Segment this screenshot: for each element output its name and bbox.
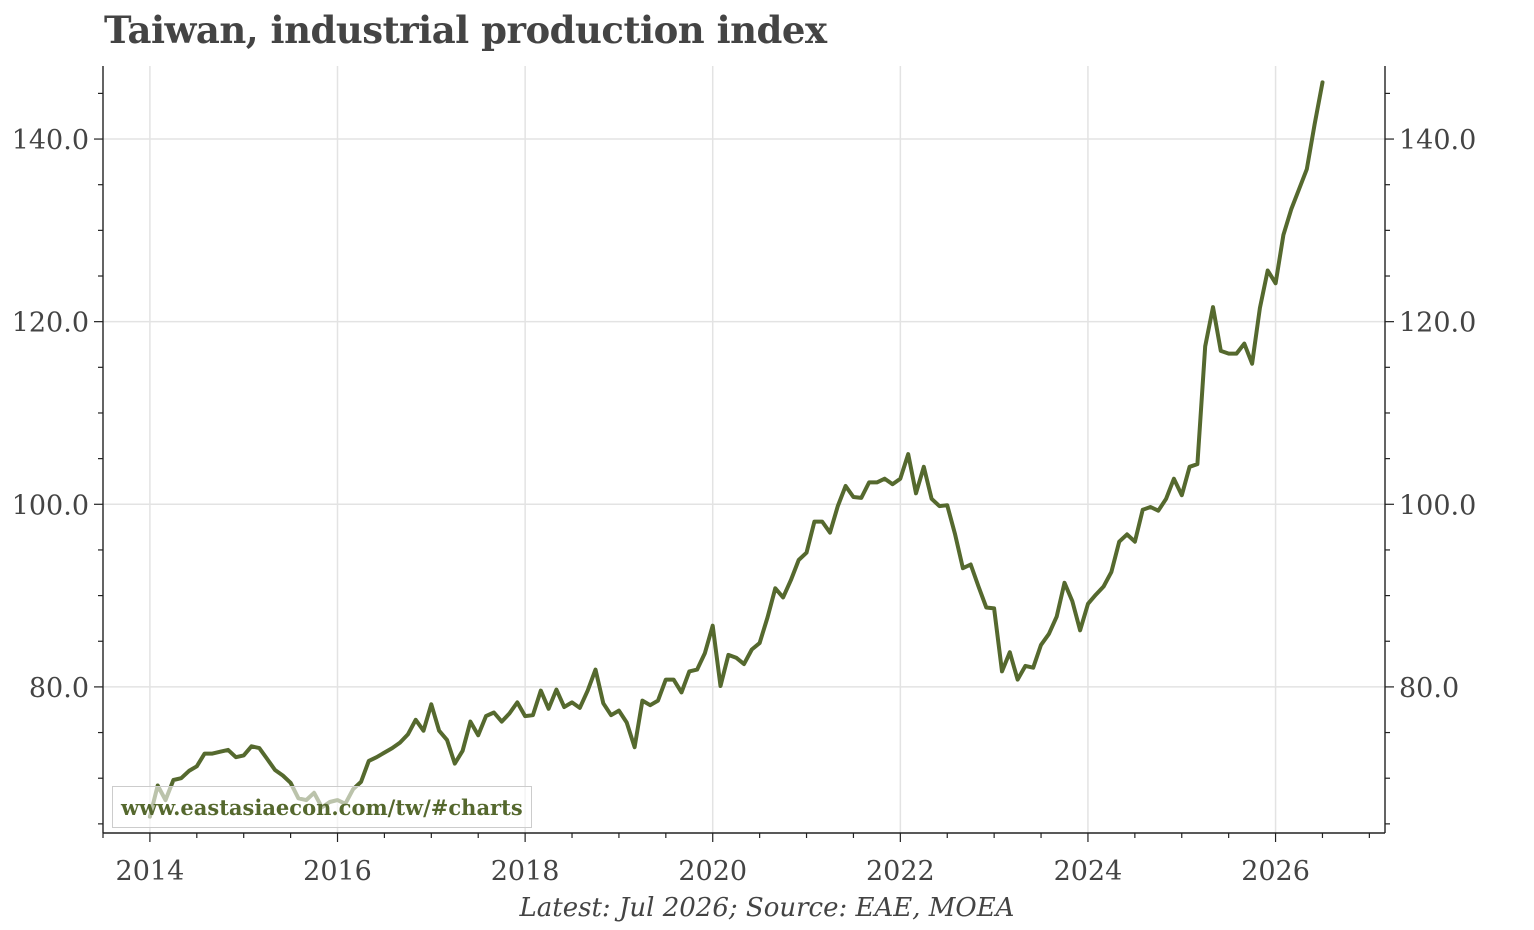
x-tick-label: 2016 xyxy=(303,856,372,887)
series-line xyxy=(147,80,1325,819)
watermark-link[interactable]: www.eastasiaecon.com/tw/#charts xyxy=(112,786,532,828)
x-tick-label: 2022 xyxy=(866,856,935,887)
x-tick-label: 2020 xyxy=(678,856,747,887)
y-tick-label-left: 140.0 xyxy=(12,125,89,156)
x-tick-label: 2018 xyxy=(491,856,560,887)
y-tick-label-left: 120.0 xyxy=(12,308,89,339)
y-tick-label-right: 120.0 xyxy=(1399,308,1476,339)
x-tick-label: 2024 xyxy=(1054,856,1123,887)
x-tick-label: 2014 xyxy=(116,856,185,887)
y-tick-label-right: 140.0 xyxy=(1399,125,1476,156)
chart-title: Taiwan, industrial production index xyxy=(104,8,827,52)
x-tick-label: 2026 xyxy=(1241,856,1310,887)
chart-caption: Latest: Jul 2026; Source: EAE, MOEA xyxy=(519,893,1015,923)
y-tick-label-left: 100.0 xyxy=(12,490,89,521)
y-tick-label-right: 80.0 xyxy=(1399,673,1459,704)
y-tick-label-right: 100.0 xyxy=(1399,490,1476,521)
y-tick-label-left: 80.0 xyxy=(29,673,89,704)
